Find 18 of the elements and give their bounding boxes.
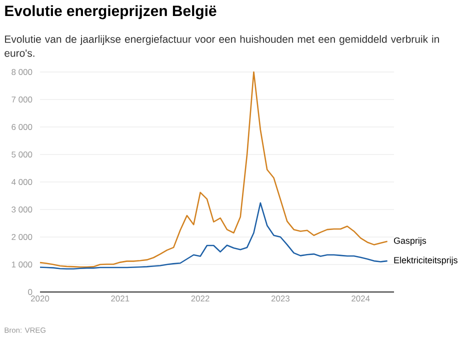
y-tick-label: 1 000: [12, 262, 32, 268]
chart-subtitle: Evolutie van de jaarlijkse energiefactuur voor een huishouden met een gemiddeld verbruik in euro's.: [4, 35, 439, 57]
chart-title: Evolutie energieprijzen België: [5, 5, 216, 20]
x-tick-label: 2023: [271, 296, 290, 302]
x-tick-label: 2022: [191, 296, 210, 302]
y-tick-label: 3 000: [12, 206, 32, 212]
y-tick-label: 7 000: [12, 96, 32, 102]
y-tick-label: 8 000: [12, 69, 32, 75]
y-tick-label: 0: [28, 289, 32, 295]
x-tick-label: 2021: [111, 296, 130, 302]
x-tick-label: 2020: [31, 296, 50, 302]
series-label: Gasprijs: [394, 237, 426, 246]
y-tick-label: 6 000: [12, 124, 32, 130]
y-tick-label: 5 000: [12, 152, 32, 158]
y-tick-label: 4 000: [11, 179, 32, 185]
x-tick-label: 2024: [352, 296, 370, 302]
series-label: Elektriciteitsprijs: [394, 256, 458, 266]
y-tick-label: 2 000: [12, 234, 32, 240]
